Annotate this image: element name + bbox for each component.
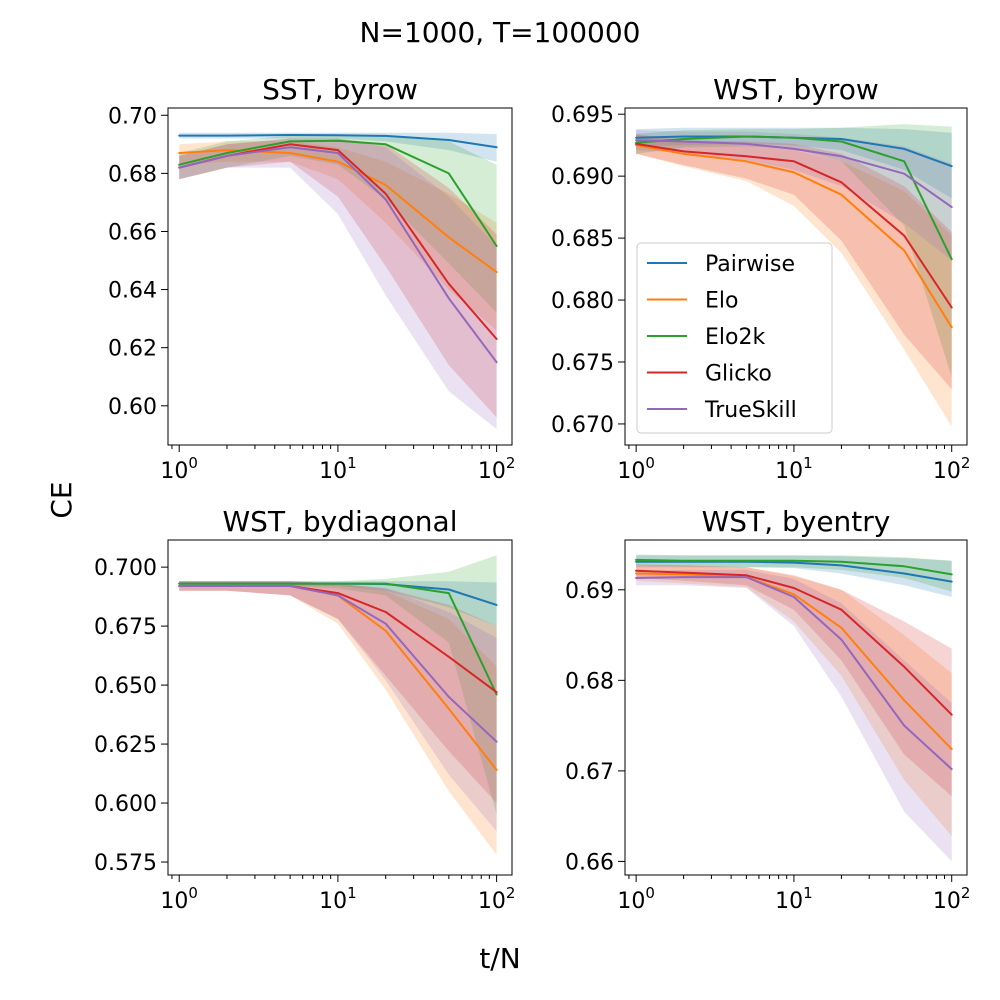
series-line-trueskill — [635, 576, 953, 771]
confidence-band-pairwise — [179, 581, 497, 627]
confidence-band-elo2k — [636, 124, 952, 377]
confidence-band-glicko — [179, 581, 497, 803]
confidence-band-trueskill — [636, 130, 952, 261]
legend-label: Elo — [705, 289, 738, 314]
confidence-band-glicko — [636, 134, 952, 390]
x-tick-label: 101 — [319, 454, 357, 484]
subplot-1: SST, byrow 100 101 102 0.60 0.62 0.64 0.66 0.68 0… — [108, 73, 515, 484]
series-line-trueskill — [178, 585, 498, 743]
y-tick-label: 0.625 — [94, 733, 157, 758]
x-tick-label: 102 — [478, 884, 516, 914]
confidence-band-glicko — [179, 138, 497, 418]
series-line-trueskill — [635, 139, 953, 209]
series-line-elo2k — [635, 558, 953, 576]
y-tick-label: 0.68 — [565, 669, 614, 694]
legend-item-trueskill: TrueSkill — [647, 398, 797, 423]
subplot-title: SST, byrow — [262, 73, 418, 106]
subplot-2: WST, byrow 100 101 102 0.670 0.675 0.680 0.685 0… — [551, 73, 970, 484]
y-tick-label: 0.60 — [108, 395, 157, 420]
series-line-elo — [178, 149, 498, 274]
legend-item-pairwise: Pairwise — [647, 252, 795, 277]
y-tick-label: 0.670 — [551, 413, 614, 438]
subplot-title: WST, byentry — [702, 505, 891, 538]
confidence-band-pairwise — [636, 127, 952, 199]
series-line-glicko — [635, 142, 953, 309]
x-tick-label: 101 — [319, 884, 357, 914]
y-tick-label: 0.680 — [551, 289, 614, 314]
x-tick-label: 102 — [478, 454, 516, 484]
axes-frame — [167, 107, 513, 446]
x-tick-label: 101 — [775, 884, 813, 914]
series-line-trueskill — [178, 146, 498, 364]
y-tick-label: 0.64 — [108, 279, 157, 304]
legend-item-elo: Elo — [647, 289, 738, 314]
legend-label: TrueSkill — [704, 398, 797, 423]
subplot-title: WST, byrow — [713, 73, 879, 106]
x-tick-label: 102 — [933, 884, 971, 914]
subplot-3: WST, bydiagonal 100 101 102 0.575 0.600 0.625 0… — [94, 505, 515, 914]
y-tick-label: 0.675 — [551, 351, 614, 376]
x-tick-label: 100 — [617, 454, 655, 484]
series-line-elo2k — [178, 582, 498, 696]
confidence-band-elo — [636, 565, 952, 837]
subplot-title: WST, bydiagonal — [222, 505, 457, 538]
plot-area — [178, 132, 498, 429]
y-axis-label: CE — [45, 481, 78, 518]
y-tick-label: 0.575 — [94, 851, 157, 876]
x-axis-label: t/N — [479, 942, 520, 975]
confidence-band-trueskill — [179, 581, 497, 832]
confidence-band-elo2k — [179, 555, 497, 815]
figure-title: N=1000, T=100000 — [360, 16, 641, 49]
y-tick-label: 0.695 — [551, 103, 614, 128]
legend-box — [636, 242, 833, 434]
axes-frame — [624, 539, 968, 876]
y-tick-label: 0.62 — [108, 337, 157, 362]
y-tick-label: 0.66 — [108, 220, 157, 245]
series-line-elo2k — [635, 135, 953, 261]
y-tick-label: 0.66 — [565, 850, 614, 875]
x-tick-label: 100 — [160, 884, 198, 914]
y-tick-label: 0.68 — [108, 162, 157, 187]
plot-area — [178, 555, 498, 855]
x-tick-label: 102 — [933, 454, 971, 484]
plot-area — [635, 554, 953, 862]
confidence-band-pairwise — [636, 555, 952, 597]
y-tick-label: 0.685 — [551, 227, 614, 252]
confidence-band-elo — [179, 581, 497, 855]
series-line-pairwise — [178, 134, 498, 149]
x-tick-label: 100 — [617, 884, 655, 914]
legend-label: Pairwise — [705, 252, 795, 277]
plot-area — [635, 124, 953, 427]
confidence-band-pairwise — [179, 132, 497, 162]
legend-item-elo2k: Elo2k — [647, 325, 765, 350]
legend-label: Elo2k — [705, 325, 765, 350]
legend: Pairwise Elo Elo2k Glicko TrueSkill — [636, 242, 833, 434]
confidence-band-trueskill — [636, 569, 952, 862]
subplot-4: WST, byentry 100 101 102 0.66 0.67 0.68 0.69 — [565, 505, 970, 914]
x-tick-label: 100 — [160, 454, 198, 484]
series-line-elo2k — [178, 139, 498, 247]
confidence-band-elo2k — [179, 135, 497, 313]
x-tick-label: 101 — [775, 454, 813, 484]
y-tick-label: 0.69 — [565, 579, 614, 604]
legend-label: Glicko — [705, 362, 772, 387]
confidence-band-glicko — [636, 564, 952, 797]
series-line-elo — [635, 144, 953, 329]
y-tick-label: 0.600 — [94, 792, 157, 817]
series-line-elo — [635, 572, 953, 751]
legend-item-glicko: Glicko — [647, 362, 772, 387]
y-tick-label: 0.67 — [565, 760, 614, 785]
axes-frame — [624, 107, 968, 446]
y-tick-label: 0.70 — [108, 104, 157, 129]
y-tick-label: 0.675 — [94, 615, 157, 640]
series-line-glicko — [635, 569, 953, 716]
y-tick-label: 0.700 — [94, 556, 157, 581]
axes-frame — [167, 539, 513, 876]
y-tick-label: 0.650 — [94, 674, 157, 699]
y-tick-label: 0.690 — [551, 165, 614, 190]
confidence-band-elo — [179, 141, 497, 331]
